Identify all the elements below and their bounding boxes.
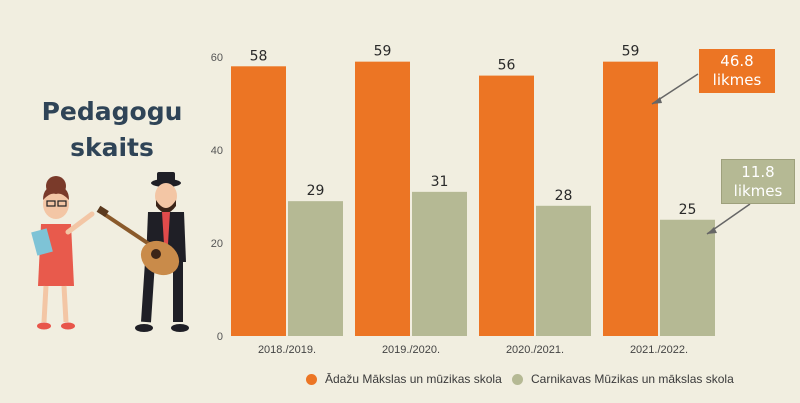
legend-label-carnikava: Carnikavas Mūzikas un mākslas skola: [531, 372, 734, 386]
x-axis: 2018./2019. 2019./2020. 2020./2021. 2021./2…: [258, 344, 688, 356]
bar-carnikava: [288, 201, 343, 336]
y-tick-label: 40: [211, 145, 223, 157]
data-label: 28: [555, 188, 573, 204]
bar-carnikava: [660, 219, 715, 336]
data-label: 58: [250, 48, 268, 64]
x-tick-label: 2019./2020.: [382, 344, 440, 356]
data-label: 25: [679, 202, 697, 218]
legend-swatch-green: [512, 373, 523, 385]
callout-adazi-value: 46.8: [720, 52, 754, 70]
data-label: 59: [622, 44, 640, 60]
title-line-1: Pedagogu: [41, 97, 183, 126]
callout-adazi-unit: likmes: [712, 71, 762, 89]
legend-item-adazi: Ādažu Mākslas un mūzikas skola: [306, 372, 502, 386]
bar-carnikava: [412, 191, 467, 336]
x-tick-label: 2020./2021.: [506, 344, 564, 356]
y-tick-label: 20: [211, 238, 223, 250]
guitarist-illustration: [96, 172, 189, 332]
callout-arrows: [651, 73, 751, 235]
data-label: 29: [307, 183, 325, 199]
callout-carnikava-unit: likmes: [733, 181, 783, 200]
bar-carnikava: [536, 205, 591, 336]
bar-adazi: [231, 66, 286, 337]
legend-item-carnikava: Carnikavas Mūzikas un mākslas skola: [512, 372, 734, 386]
callout-carnikava: 11.8 likmes: [721, 159, 795, 204]
x-tick-label: 2021./2022.: [630, 344, 688, 356]
data-label: 31: [431, 174, 449, 190]
legend-label-adazi: Ādažu Mākslas un mūzikas skola: [325, 372, 502, 386]
callout-adazi: 46.8 likmes: [699, 49, 775, 93]
data-label: 59: [374, 44, 392, 60]
bars: 58 29 59 31 56 28 59 25: [231, 44, 715, 337]
y-tick-label: 0: [217, 331, 223, 343]
bar-adazi: [479, 75, 534, 336]
bar-adazi: [603, 61, 658, 337]
bar-adazi: [355, 61, 410, 337]
legend-swatch-orange: [306, 373, 317, 385]
title-line-2: skaits: [70, 133, 154, 162]
page-title: Pedagogu skaits: [28, 94, 196, 166]
x-tick-label: 2018./2019.: [258, 344, 316, 356]
teacher-illustration: [31, 176, 95, 330]
y-tick-label: 60: [211, 52, 223, 64]
y-axis: 0 20 40 60: [211, 52, 223, 343]
data-label: 56: [498, 58, 516, 74]
callout-carnikava-value: 11.8: [741, 162, 775, 181]
